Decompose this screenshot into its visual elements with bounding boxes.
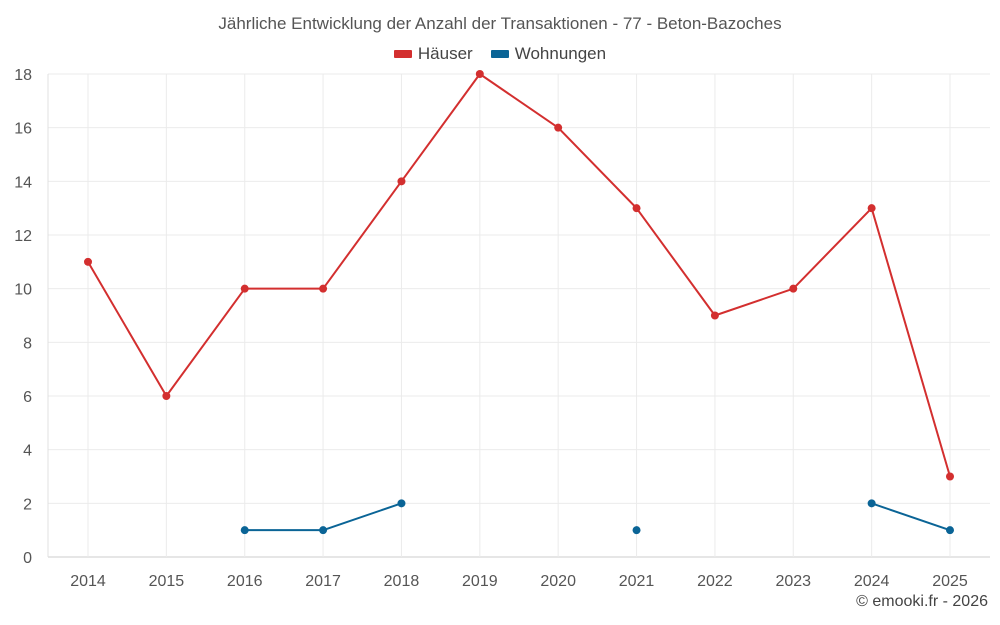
data-point-haeuser — [240, 284, 249, 293]
x-tick-label: 2017 — [305, 573, 341, 590]
data-point-haeuser — [710, 311, 719, 320]
data-point-haeuser — [162, 392, 171, 400]
x-tick-label: 2019 — [462, 573, 498, 590]
x-tick-label: 2025 — [932, 573, 968, 590]
y-tick-label: 10 — [14, 282, 32, 299]
data-point-haeuser — [397, 177, 406, 186]
legend-label-wohnungen: Wohnungen — [514, 44, 607, 63]
data-point-wohnungen — [240, 526, 249, 535]
legend-item-haeuser[interactable]: Häuser — [393, 44, 473, 64]
y-tick-label: 18 — [14, 67, 32, 84]
data-point-haeuser — [867, 204, 876, 213]
x-tick-label: 2016 — [227, 573, 263, 590]
series-line-wohnungen — [871, 502, 951, 532]
data-point-haeuser — [789, 284, 798, 293]
legend-label-haeuser: Häuser — [417, 44, 473, 63]
x-tick-label: 2023 — [775, 573, 811, 590]
y-tick-label: 6 — [23, 389, 32, 406]
legend-item-wohnungen[interactable]: Wohnungen — [490, 44, 607, 64]
chart-title: Jährliche Entwicklung der Anzahl der Tra… — [218, 14, 782, 33]
data-point-haeuser — [554, 123, 563, 132]
x-tick-label: 2020 — [540, 573, 576, 590]
x-tick-label: 2018 — [384, 573, 420, 590]
data-point-wohnungen — [632, 526, 641, 535]
data-point-haeuser — [475, 70, 484, 78]
data-point-wohnungen — [946, 526, 954, 535]
y-tick-label: 14 — [14, 174, 32, 191]
legend: Häuser Wohnungen — [0, 44, 1000, 64]
credit-text: © emooki.fr - 2026 — [856, 593, 988, 610]
legend-swatch-haeuser — [393, 50, 412, 58]
data-point-haeuser — [946, 472, 954, 481]
x-tick-label: 2015 — [149, 573, 185, 590]
y-tick-label: 16 — [14, 121, 32, 138]
data-point-wohnungen — [867, 499, 876, 508]
data-point-wohnungen — [319, 526, 328, 535]
x-tick-label: 2021 — [619, 573, 655, 590]
data-point-wohnungen — [397, 499, 406, 508]
y-tick-label: 12 — [14, 228, 32, 245]
x-tick-label: 2024 — [854, 573, 890, 590]
y-tick-label: 2 — [23, 496, 32, 513]
legend-swatch-wohnungen — [490, 50, 509, 58]
x-tick-label: 2022 — [697, 573, 733, 590]
data-point-haeuser — [84, 257, 92, 266]
data-point-haeuser — [632, 204, 641, 213]
x-tick-label: 2014 — [70, 573, 106, 590]
y-tick-label: 0 — [23, 550, 32, 567]
data-point-haeuser — [319, 284, 328, 293]
y-tick-label: 8 — [23, 335, 32, 352]
y-tick-label: 4 — [23, 443, 32, 460]
series-line-haeuser — [87, 73, 951, 477]
